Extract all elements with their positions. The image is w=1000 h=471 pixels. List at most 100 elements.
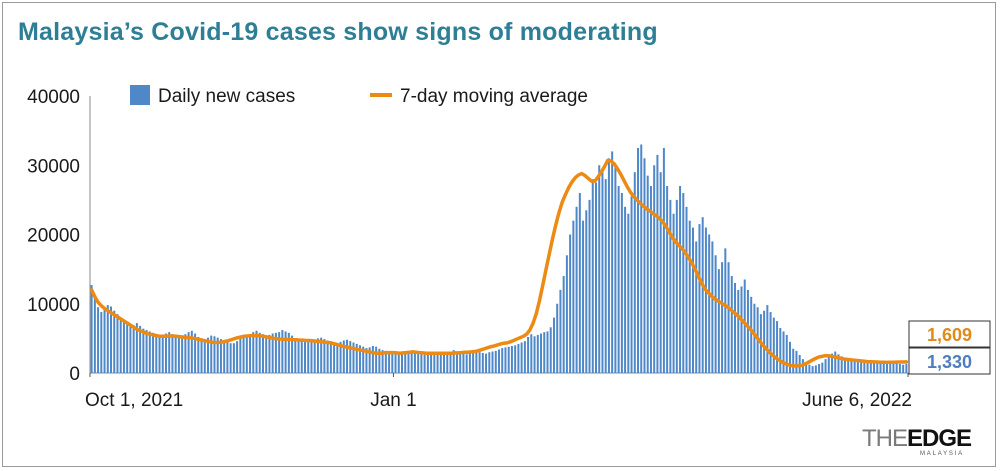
bar <box>187 332 190 373</box>
bar <box>721 262 724 373</box>
bar <box>132 325 135 373</box>
bar <box>510 345 513 373</box>
bar <box>252 332 255 373</box>
bar <box>788 341 791 373</box>
bar <box>885 363 888 373</box>
bar <box>213 336 216 373</box>
bar <box>656 154 659 373</box>
bar <box>814 365 817 373</box>
y-tick-label: 30000 <box>27 156 80 177</box>
bar <box>362 346 365 373</box>
bar <box>291 335 294 373</box>
bar <box>834 351 837 373</box>
bar <box>860 360 863 373</box>
bar <box>158 335 161 373</box>
bar <box>304 341 307 373</box>
legend: Daily new cases 7-day moving average <box>130 85 588 107</box>
bar <box>640 144 643 373</box>
bar <box>468 351 471 373</box>
bar <box>110 306 113 373</box>
bar <box>430 352 433 373</box>
bar <box>679 186 682 373</box>
bar <box>811 366 814 373</box>
bar <box>426 351 429 373</box>
bar <box>226 342 229 373</box>
bar <box>300 341 303 373</box>
bar <box>746 289 749 373</box>
bar <box>297 340 300 373</box>
bar <box>556 303 559 373</box>
bar <box>559 289 562 373</box>
bar <box>336 343 339 373</box>
bar <box>313 340 316 373</box>
bar <box>853 360 856 373</box>
bar <box>633 172 636 373</box>
bar <box>604 179 607 373</box>
bar <box>685 206 688 373</box>
bar <box>601 168 604 373</box>
bar <box>443 354 446 373</box>
moving-average-line <box>89 158 909 368</box>
bar <box>164 333 167 373</box>
bar <box>643 158 646 373</box>
logo-subtext: MALAYSIA <box>920 451 964 457</box>
bar <box>194 333 197 373</box>
y-tick-label: 10000 <box>27 295 80 316</box>
callout-label-bar: 1,330 <box>927 352 972 372</box>
bar <box>611 151 614 373</box>
bar <box>889 364 892 373</box>
bar <box>371 345 374 373</box>
bar <box>452 350 455 373</box>
bar <box>320 337 323 373</box>
bar <box>475 350 478 373</box>
bar <box>504 347 507 373</box>
bar <box>892 362 895 373</box>
bar <box>675 199 678 374</box>
bar <box>281 330 284 373</box>
bar <box>517 343 520 373</box>
chart-title: Malaysia’s Covid-19 cases show signs of … <box>18 18 658 46</box>
bar <box>491 351 494 373</box>
bar <box>750 296 753 373</box>
bar <box>413 352 416 373</box>
bar <box>465 354 468 373</box>
bar <box>278 332 281 373</box>
bar <box>346 339 349 373</box>
bar <box>342 340 345 373</box>
bar <box>831 353 834 373</box>
bar <box>688 220 691 373</box>
bar <box>97 307 100 373</box>
bar <box>873 361 876 373</box>
bar <box>352 342 355 373</box>
bar <box>271 333 274 373</box>
bar <box>207 337 210 373</box>
bar <box>258 332 261 373</box>
legend-swatch-bars <box>130 85 150 105</box>
bar <box>624 206 627 373</box>
bar <box>219 339 222 373</box>
bar <box>106 305 109 373</box>
legend-label-bars: Daily new cases <box>158 86 295 107</box>
bar <box>523 341 526 373</box>
bar <box>174 336 177 373</box>
bar <box>730 276 733 373</box>
x-tick-label: June 6, 2022 <box>802 390 912 411</box>
bar <box>536 334 539 373</box>
bar <box>882 361 885 373</box>
x-tick-label: Oct 1, 2021 <box>85 390 183 411</box>
bar <box>307 341 310 373</box>
bar <box>488 352 491 373</box>
bar <box>459 352 462 373</box>
bar <box>436 354 439 373</box>
bar <box>323 339 326 373</box>
bar <box>824 359 827 373</box>
bar <box>827 355 830 373</box>
bar <box>737 289 740 373</box>
bar <box>902 364 905 373</box>
bar <box>142 328 145 373</box>
x-axis: Oct 1, 2021 Jan 1 June 6, 2022 <box>85 372 912 411</box>
y-tick-label: 0 <box>69 364 80 385</box>
bar <box>232 343 235 373</box>
bar <box>607 158 610 373</box>
bar <box>585 210 588 373</box>
